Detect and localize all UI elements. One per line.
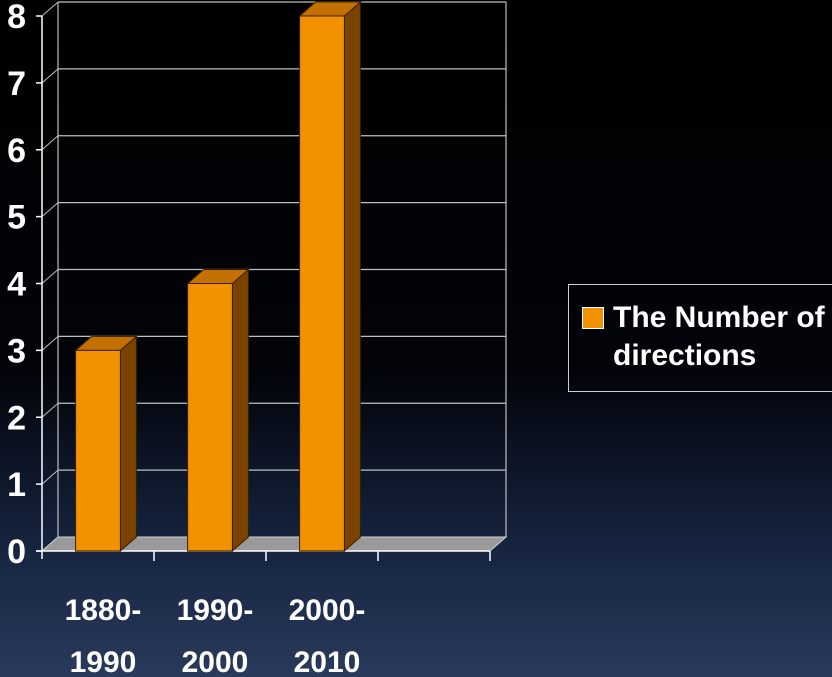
legend-label: The Number of directions: [613, 301, 825, 372]
legend: The Number of directions: [568, 284, 832, 392]
y-tick-label: 8: [7, 0, 26, 36]
bar: [75, 349, 121, 552]
bar-side: [231, 268, 249, 553]
y-tick-label: 1: [7, 466, 26, 504]
gridline-depth: [41, 1, 59, 17]
y-tick-label: 7: [7, 65, 26, 103]
gridline-depth: [41, 402, 59, 418]
bar: [187, 283, 233, 552]
x-tick-label: 2000-: [289, 594, 366, 627]
gridline-depth: [41, 335, 59, 351]
y-tick-label: 2: [7, 399, 26, 437]
legend-swatch: [582, 307, 604, 329]
y-tick-label: 3: [7, 332, 26, 370]
bar-side: [119, 335, 137, 553]
gridline-depth: [41, 202, 59, 218]
y-tick-label: 0: [7, 533, 26, 571]
x-tick-label: 1880-: [65, 594, 142, 627]
gridline-depth: [41, 135, 59, 151]
x-tick-label: 1990: [70, 646, 137, 677]
x-tick-label: 1990-: [177, 594, 254, 627]
bar-side: [343, 0, 361, 553]
bars: [74, 0, 362, 553]
y-tick-label: 6: [7, 132, 26, 170]
y-tick-label: 5: [7, 199, 26, 237]
x-tick-labels: 1880- 1990 1990- 2000 2000- 2010: [65, 594, 366, 677]
gridline-depth: [41, 269, 59, 284]
x-tick-label: 2000: [182, 646, 249, 677]
x-tick-label: 2010: [294, 646, 361, 677]
y-tick-label: 4: [7, 266, 26, 304]
bar: [299, 15, 345, 552]
gridline-depth: [41, 469, 59, 485]
gridline-depth: [41, 68, 59, 84]
y-tick-labels: 0 1 2 3 4 5 6 7 8: [7, 0, 26, 571]
